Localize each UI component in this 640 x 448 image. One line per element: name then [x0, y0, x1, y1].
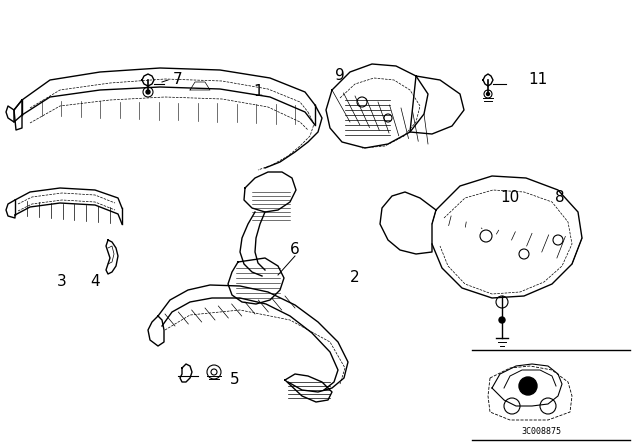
Text: 8: 8 [555, 190, 565, 206]
Text: 3: 3 [57, 275, 67, 289]
Circle shape [499, 317, 505, 323]
Text: 6: 6 [290, 242, 300, 258]
Text: 2: 2 [350, 271, 360, 285]
Text: 4: 4 [90, 275, 100, 289]
Text: 11: 11 [529, 73, 548, 87]
Text: 3C008875: 3C008875 [521, 427, 561, 436]
Circle shape [519, 377, 537, 395]
Text: 1: 1 [253, 85, 263, 99]
Circle shape [486, 92, 490, 95]
Text: 9: 9 [335, 69, 345, 83]
Text: 5: 5 [230, 372, 240, 388]
Circle shape [146, 90, 150, 94]
Text: 10: 10 [500, 190, 520, 206]
Text: 7: 7 [173, 73, 183, 87]
